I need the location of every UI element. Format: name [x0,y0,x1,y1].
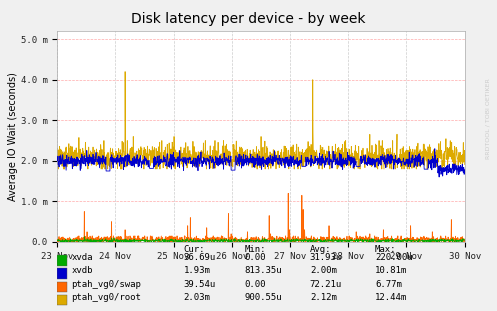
Text: 6.77m: 6.77m [375,280,402,289]
Text: 813.35u: 813.35u [245,267,282,276]
Text: ptah_vg0/root: ptah_vg0/root [72,293,141,302]
Text: Disk latency per device - by week: Disk latency per device - by week [131,12,366,26]
Text: 1.93m: 1.93m [183,267,210,276]
Text: 10.81m: 10.81m [375,267,407,276]
Text: 36.69u: 36.69u [183,253,216,262]
Text: xvdb: xvdb [72,267,93,276]
Text: Cur:: Cur: [183,245,205,254]
Text: 0.00: 0.00 [245,253,266,262]
Text: ptah_vg0/swap: ptah_vg0/swap [72,280,141,289]
Bar [57,281,68,292]
Bar [57,268,68,279]
Text: 31.93u: 31.93u [310,253,342,262]
Text: 2.03m: 2.03m [183,293,210,302]
Text: RRDTOOL / TOBI OETIKER: RRDTOOL / TOBI OETIKER [486,78,491,159]
Text: 72.21u: 72.21u [310,280,342,289]
Text: 0.00: 0.00 [245,280,266,289]
Text: 220.00u: 220.00u [375,253,413,262]
Text: Min:: Min: [245,245,266,254]
Text: 39.54u: 39.54u [183,280,216,289]
Text: Max:: Max: [375,245,397,254]
Bar [57,255,68,266]
Bar [57,295,68,305]
Text: xvda: xvda [72,253,93,262]
Text: 900.55u: 900.55u [245,293,282,302]
Text: Avg:: Avg: [310,245,331,254]
Text: 2.12m: 2.12m [310,293,336,302]
Text: 12.44m: 12.44m [375,293,407,302]
Text: 2.00m: 2.00m [310,267,336,276]
Y-axis label: Average IO Wait (seconds): Average IO Wait (seconds) [8,72,18,201]
